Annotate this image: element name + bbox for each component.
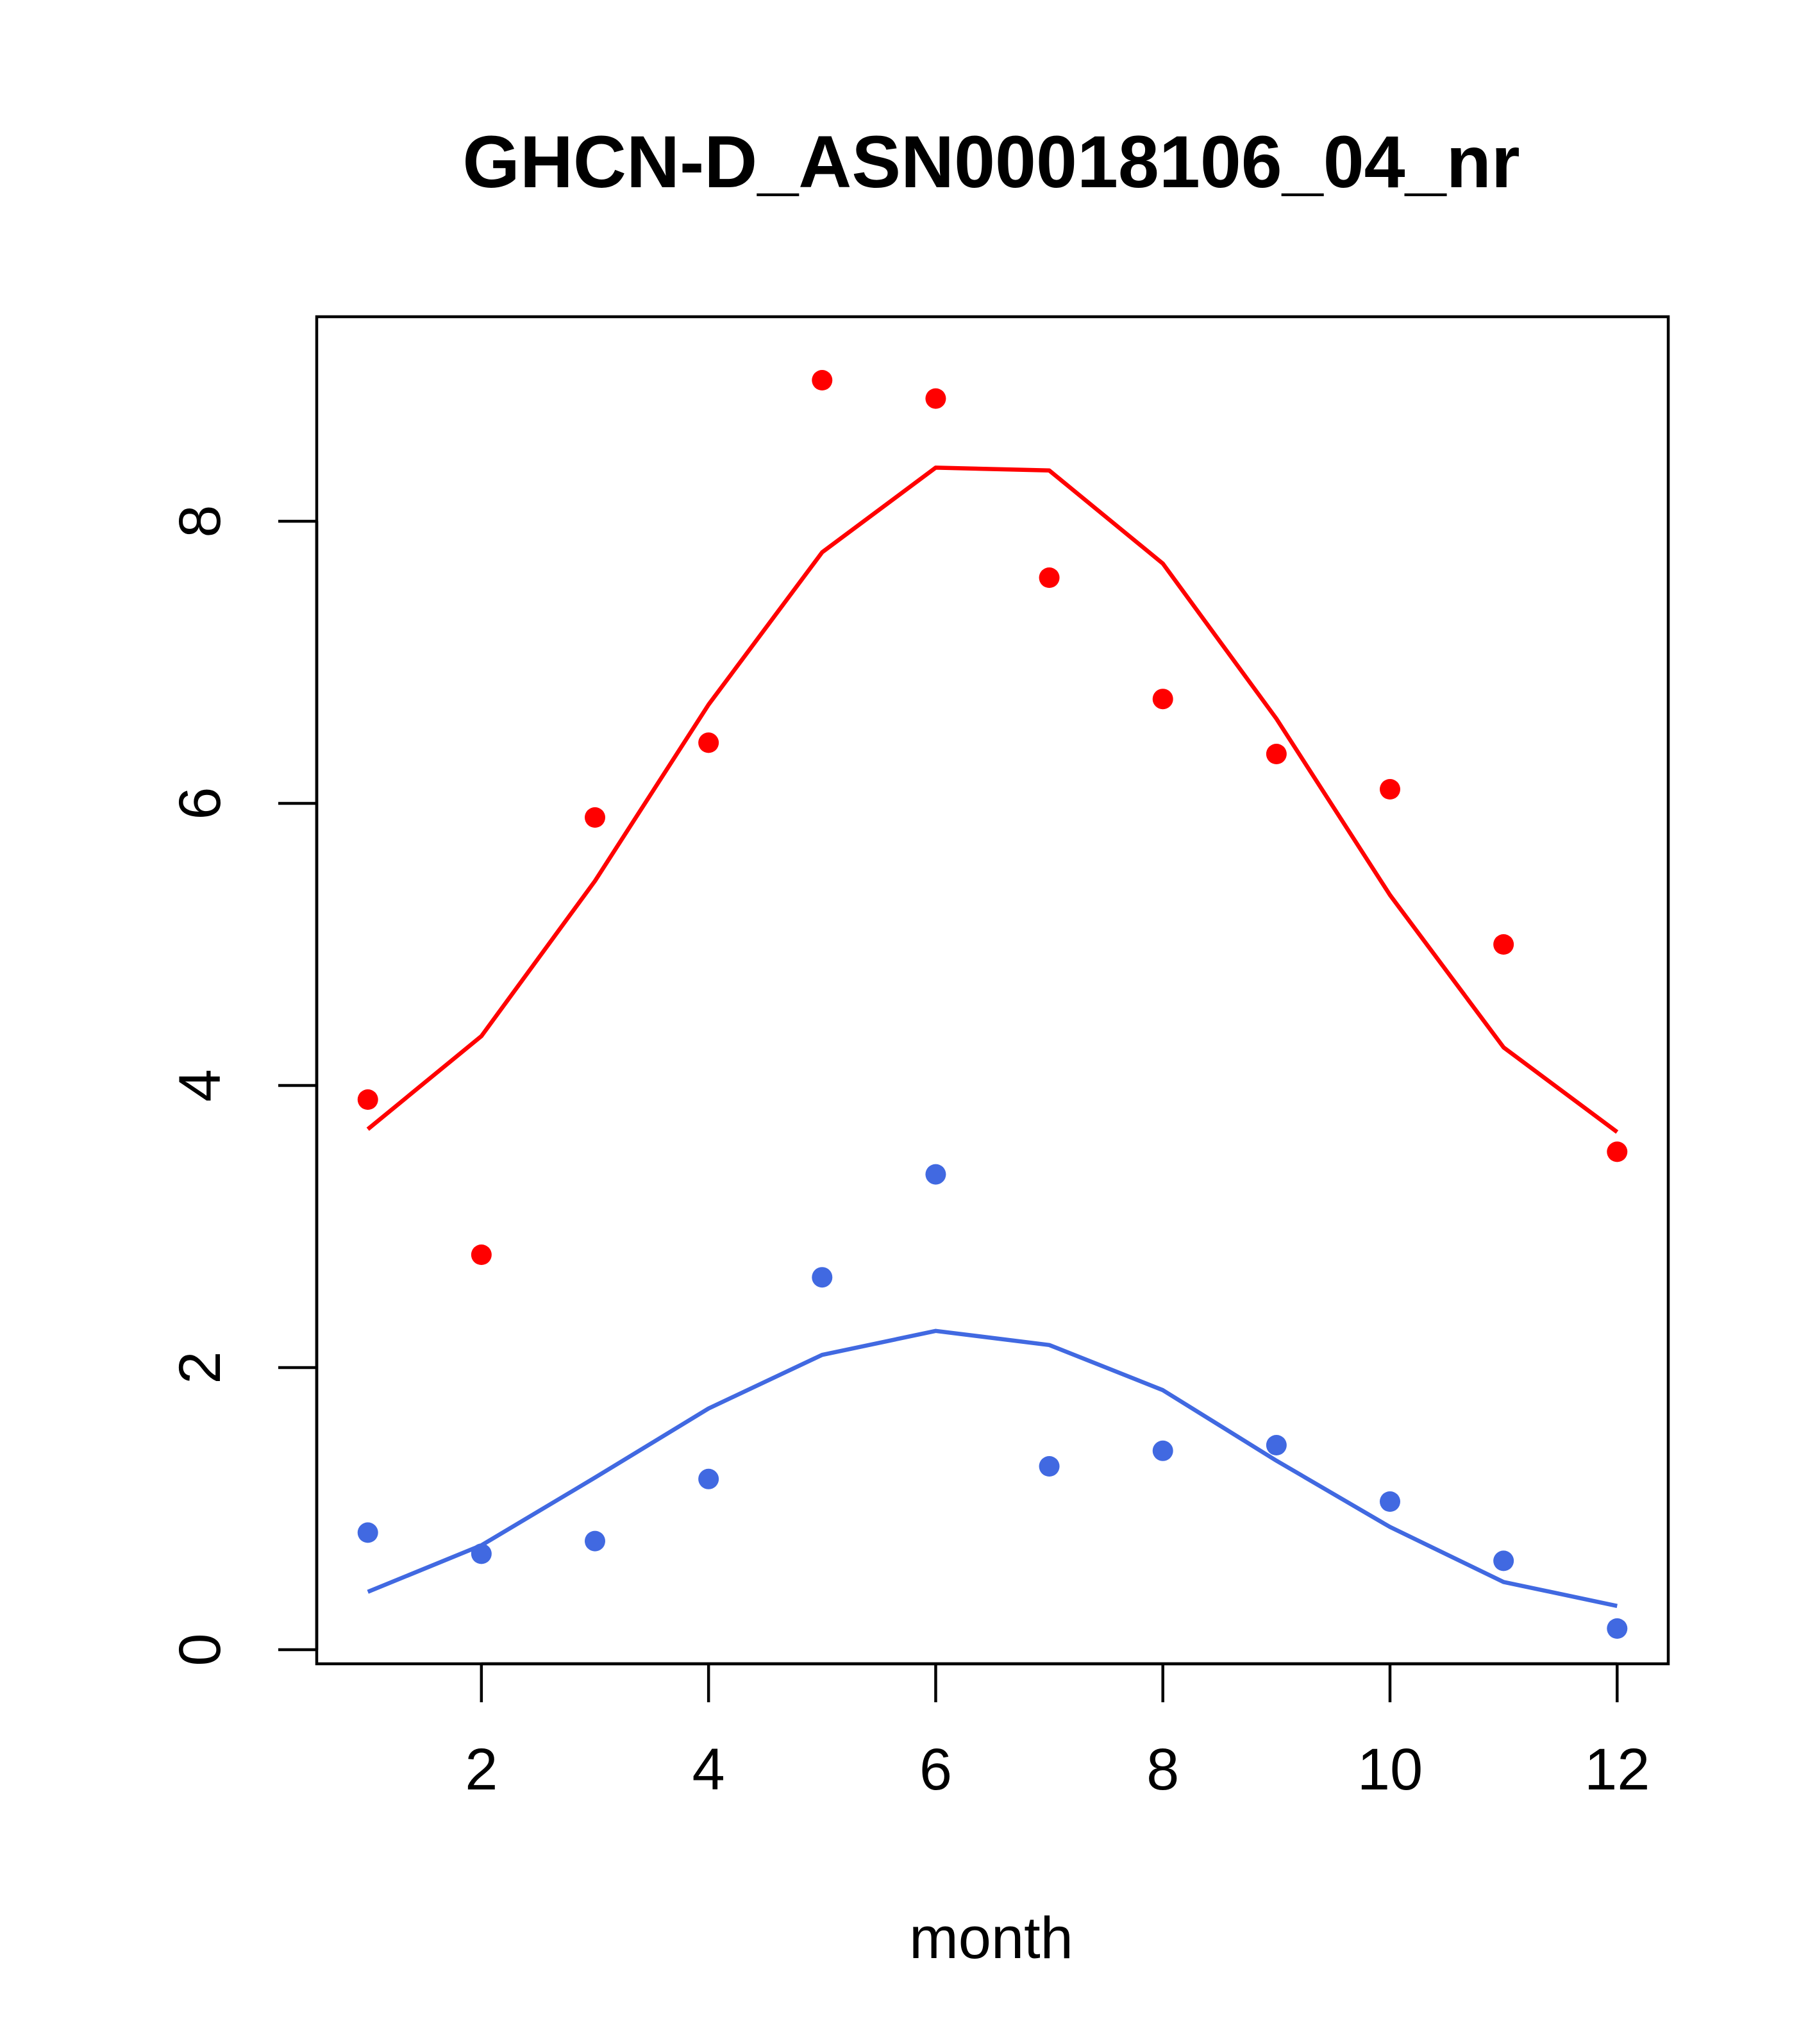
- series-point-2: [1607, 1618, 1628, 1639]
- series-point-2: [812, 1267, 833, 1288]
- series-point-0: [585, 807, 605, 828]
- x-tick-label: 10: [1357, 1737, 1423, 1802]
- x-tick-label: 6: [919, 1737, 952, 1802]
- series-point-2: [585, 1530, 605, 1552]
- series-point-2: [925, 1164, 946, 1185]
- x-tick-label: 4: [692, 1737, 725, 1802]
- series-point-0: [698, 732, 719, 753]
- x-tick-label: 12: [1584, 1737, 1650, 1802]
- x-axis: 2 4 6 8 10 12: [465, 1662, 1650, 1802]
- series-point-0: [812, 370, 833, 390]
- series-point-0: [1266, 744, 1287, 764]
- x-tick-label: 8: [1146, 1737, 1179, 1802]
- series-point-2: [698, 1468, 719, 1489]
- series-point-2: [1152, 1440, 1173, 1461]
- series-point-0: [1607, 1141, 1628, 1162]
- x-tick-label: 2: [465, 1737, 498, 1802]
- y-tick-label: 2: [167, 1351, 233, 1384]
- y-tick-label: 0: [167, 1633, 233, 1666]
- series-line-1: [366, 465, 1619, 1134]
- series-point-0: [1493, 934, 1514, 955]
- series-line-3: [367, 1328, 1618, 1608]
- x-axis-label: month: [909, 1906, 1073, 1971]
- series-point-2: [1266, 1435, 1287, 1455]
- series-layer: [357, 370, 1628, 1639]
- chart-title: GHCN-D_ASN00018106_04_nr: [462, 121, 1520, 203]
- series-point-0: [471, 1244, 492, 1265]
- series-point-0: [1039, 567, 1060, 588]
- y-tick-label: 4: [167, 1069, 233, 1102]
- series-point-2: [1039, 1456, 1060, 1477]
- series-point-2: [357, 1522, 378, 1543]
- y-tick-label: 8: [167, 505, 233, 537]
- series-point-0: [1152, 689, 1173, 710]
- series-point-0: [357, 1089, 378, 1110]
- series-point-0: [925, 388, 946, 409]
- series-point-2: [1380, 1491, 1400, 1512]
- series-point-0: [1380, 779, 1400, 800]
- series-point-2: [1493, 1550, 1514, 1571]
- y-tick-label: 6: [167, 787, 233, 819]
- y-axis: 0 2 4 6 8: [167, 505, 319, 1666]
